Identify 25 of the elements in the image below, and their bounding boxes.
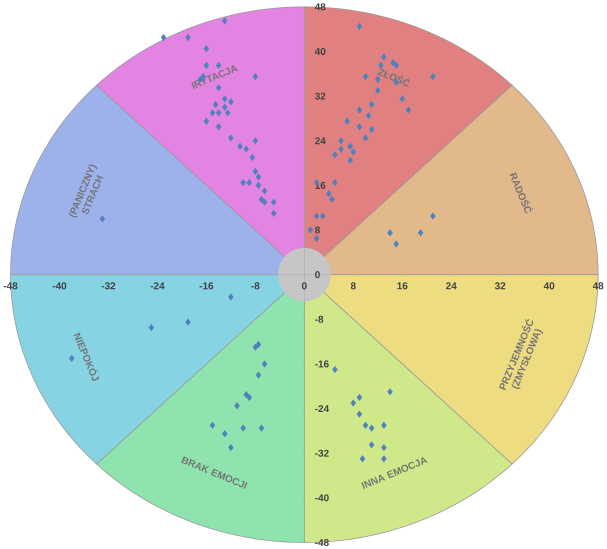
y-tick-label: -48 (315, 538, 329, 546)
x-tick-label: 8 (350, 282, 356, 290)
y-tick-label: 0 (315, 270, 320, 278)
y-tick-label: -8 (315, 316, 324, 323)
y-tick-label: 32 (314, 92, 326, 100)
x-tick-label: 0 (302, 282, 307, 290)
y-tick-label: 40 (314, 48, 326, 55)
x-tick-label: 48 (592, 282, 604, 290)
y-tick-label: -16 (315, 360, 329, 368)
x-tick-label: -48 (4, 282, 18, 290)
y-tick-label: 24 (315, 137, 326, 144)
x-tick-label: 40 (544, 282, 554, 290)
x-tick-label: -8 (251, 282, 260, 290)
x-tick-label: -32 (102, 282, 116, 290)
x-tick-label: 24 (446, 282, 457, 290)
x-tick-label: 16 (397, 282, 408, 290)
x-tick-label: -40 (52, 282, 66, 290)
y-tick-label: 48 (314, 3, 326, 10)
y-tick-label: -32 (315, 450, 329, 457)
y-tick-label: -24 (315, 404, 330, 412)
x-tick-label: -16 (200, 282, 214, 290)
y-tick-label: 8 (315, 226, 320, 234)
y-tick-label: -40 (315, 494, 329, 502)
x-tick-label: 32 (494, 282, 506, 290)
x-tick-label: -24 (150, 282, 165, 290)
